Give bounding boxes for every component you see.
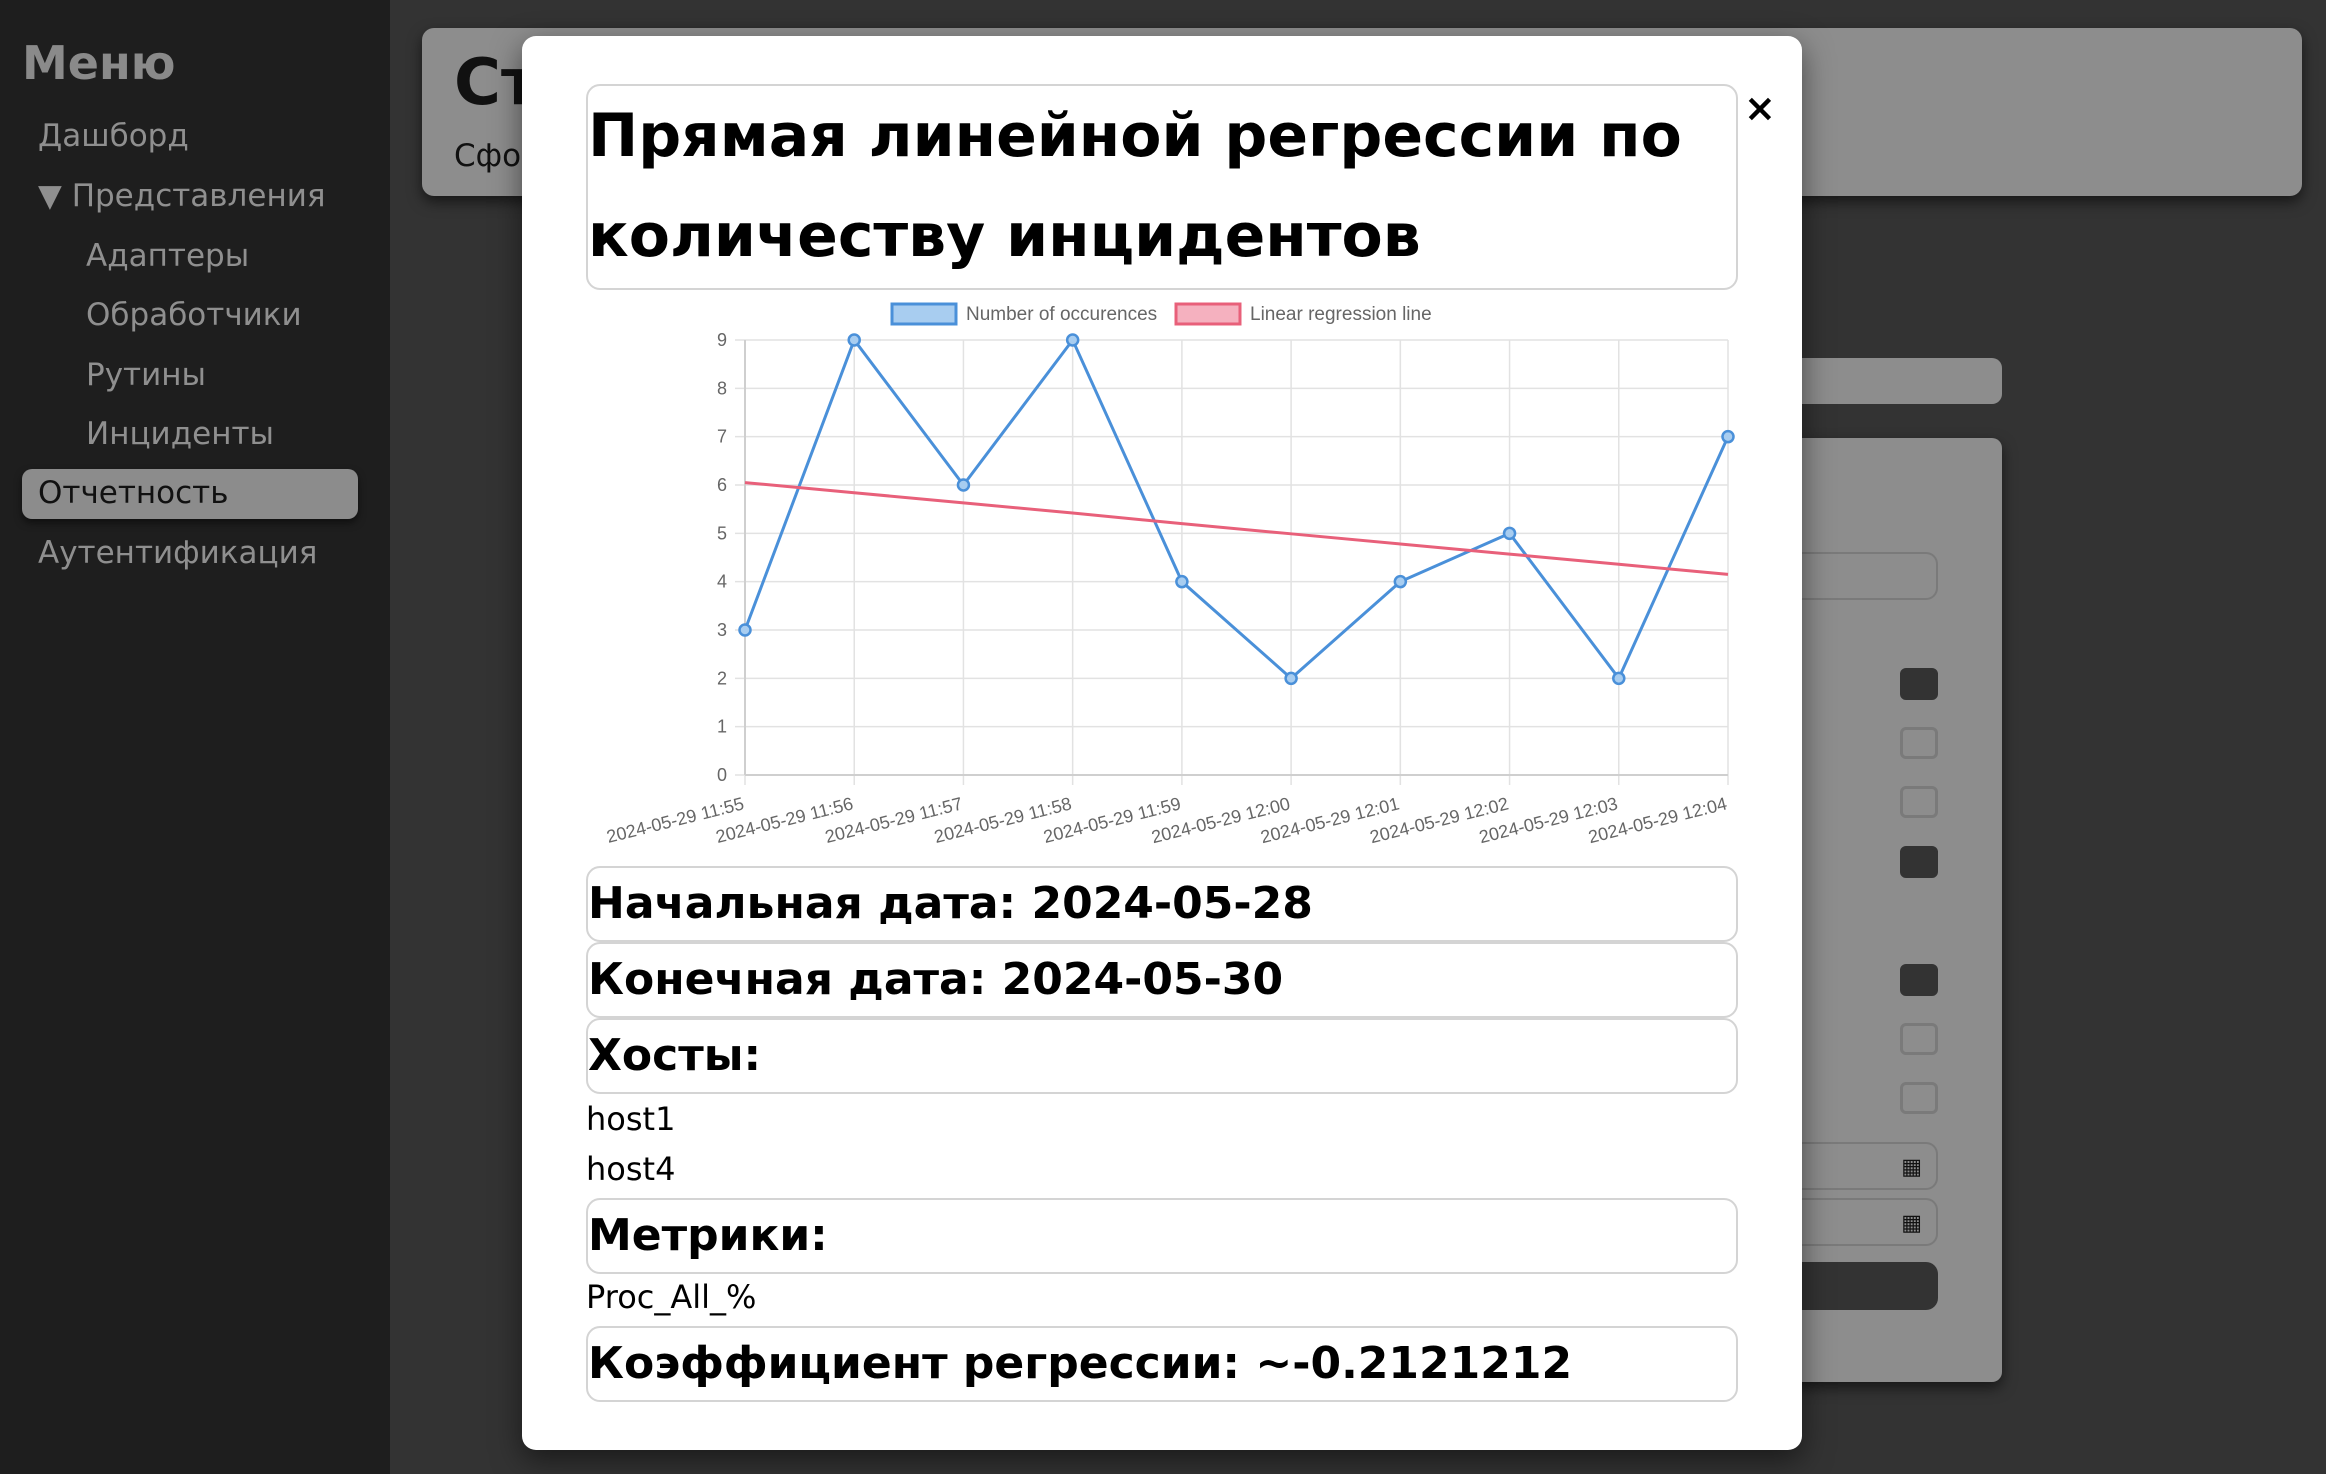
legend-swatch xyxy=(890,302,958,326)
sidebar-item-adapters[interactable]: Адаптеры xyxy=(86,238,250,274)
sidebar-item-views[interactable]: ▼ Представления xyxy=(38,178,326,214)
y-tick-label: 8 xyxy=(717,378,727,398)
data-point xyxy=(1612,671,1626,686)
regression-line xyxy=(744,481,1729,576)
page-subtitle: Сфо xyxy=(454,138,522,174)
start-date: Начальная дата: 2024-05-28 xyxy=(588,878,1313,929)
regression-coefficient: Коэффициент регрессии: ~-0.2121212 xyxy=(588,1338,1573,1389)
calendar-icon[interactable]: ▦ xyxy=(1901,1154,1922,1179)
data-point xyxy=(1393,574,1408,589)
metrics-box: Метрики: xyxy=(586,1198,1738,1274)
background-date-input[interactable]: ▦ xyxy=(1790,1198,1938,1246)
close-icon[interactable]: × xyxy=(1744,86,1776,130)
background-checkbox[interactable] xyxy=(1900,668,1938,700)
end-date: Конечная дата: 2024-05-30 xyxy=(588,954,1284,1005)
y-tick-label: 7 xyxy=(717,427,727,447)
sidebar-item-handlers[interactable]: Обработчики xyxy=(86,297,302,333)
data-point xyxy=(1284,671,1298,686)
chart-legend[interactable]: Number of occurences Linear regression li… xyxy=(890,302,1432,326)
sidebar-item-dashboard[interactable]: Дашборд xyxy=(38,118,189,154)
y-tick-label: 5 xyxy=(717,523,727,543)
report-modal: × Прямая линейной регрессии по количеств… xyxy=(522,36,1802,1450)
y-tick-label: 2 xyxy=(717,668,727,688)
legend-swatch xyxy=(1174,302,1242,326)
data-point xyxy=(1175,574,1189,589)
y-tick-label: 3 xyxy=(717,620,727,640)
start-date-box: Начальная дата: 2024-05-28 xyxy=(586,866,1738,942)
modal-title: Прямая линейной регрессии по количеству … xyxy=(588,101,1682,271)
data-point xyxy=(956,478,971,492)
background-checkbox[interactable] xyxy=(1900,964,1938,996)
y-tick-label: 4 xyxy=(717,572,727,592)
background-checkbox[interactable] xyxy=(1900,1023,1938,1055)
regression-chart: Number of occurences Linear regression li… xyxy=(605,302,1735,847)
calendar-icon[interactable]: ▦ xyxy=(1901,1210,1922,1235)
host-item: host4 xyxy=(586,1150,676,1188)
sidebar: Меню Дашборд ▼ Представления Адаптеры Об… xyxy=(0,0,390,1474)
y-tick-label: 9 xyxy=(717,330,727,350)
background-submit-button[interactable] xyxy=(1790,1262,1938,1310)
legend-label: Linear regression line xyxy=(1250,304,1432,325)
chart-grid xyxy=(735,339,1729,785)
end-date-box: Конечная дата: 2024-05-30 xyxy=(586,942,1738,1018)
y-axis: 0 1 2 3 4 5 6 7 8 9 xyxy=(717,330,727,785)
background-date-input[interactable]: ▦ xyxy=(1790,1142,1938,1190)
host-item: host1 xyxy=(586,1100,676,1138)
background-checkbox[interactable] xyxy=(1900,727,1938,759)
data-point xyxy=(1065,333,1080,347)
modal-title-box: Прямая линейной регрессии по количеству … xyxy=(586,84,1738,290)
sidebar-item-authentication[interactable]: Аутентификация xyxy=(38,535,318,571)
metric-item: Proc_All_% xyxy=(586,1278,757,1316)
y-tick-label: 6 xyxy=(717,475,727,495)
background-checkbox[interactable] xyxy=(1900,846,1938,878)
background-bar xyxy=(1780,358,2002,404)
chart-series xyxy=(738,333,1735,686)
background-checkbox[interactable] xyxy=(1900,1082,1938,1114)
hosts-box: Хосты: xyxy=(586,1018,1738,1094)
data-point xyxy=(1721,429,1735,444)
data-point xyxy=(847,333,861,347)
occurrences-line xyxy=(743,336,1730,682)
hosts-label: Хосты: xyxy=(588,1030,762,1081)
background-input[interactable] xyxy=(1790,552,1938,600)
y-tick-label: 1 xyxy=(717,717,727,737)
background-checkbox[interactable] xyxy=(1900,786,1938,818)
data-point xyxy=(1502,526,1517,541)
sidebar-item-reporting[interactable]: Отчетность xyxy=(22,469,358,519)
coefficient-box: Коэффициент регрессии: ~-0.2121212 xyxy=(586,1326,1738,1402)
legend-label: Number of occurences xyxy=(966,304,1157,325)
data-point xyxy=(738,623,752,637)
sidebar-item-routines[interactable]: Рутины xyxy=(86,357,206,393)
sidebar-item-incidents[interactable]: Инциденты xyxy=(86,416,275,452)
y-tick-label: 0 xyxy=(717,765,727,785)
sidebar-title: Меню xyxy=(22,36,176,90)
metrics-label: Метрики: xyxy=(588,1210,828,1261)
